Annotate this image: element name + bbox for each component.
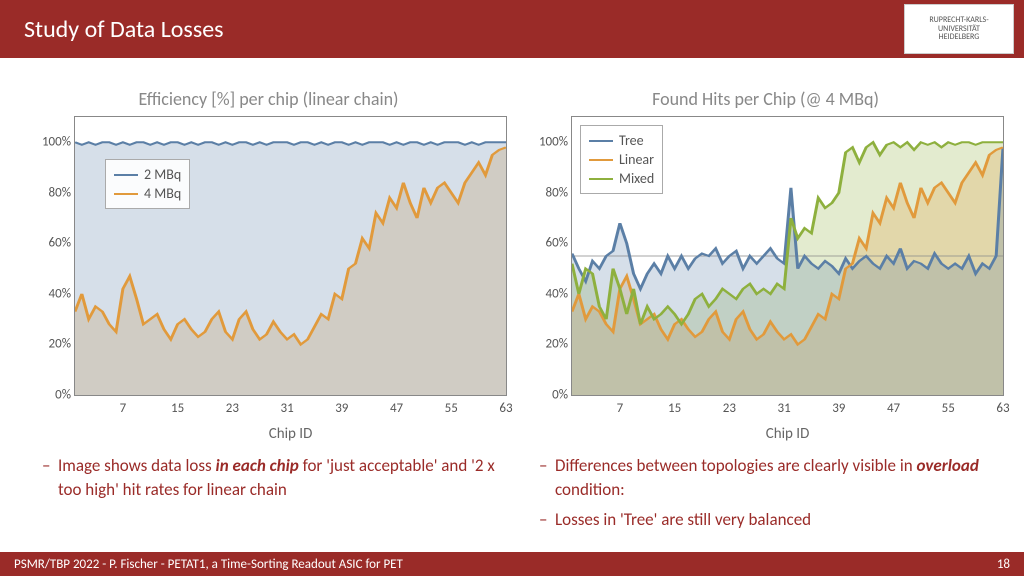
bullets-right: Differences between topologies are clear… <box>527 454 1004 531</box>
right-panel: Found Hits per Chip (@ 4 MBq) 0%20%40%60… <box>527 88 1004 537</box>
chart2-x-axis: 715233139475563 <box>572 401 1003 421</box>
footer-page: 18 <box>997 557 1010 572</box>
slide-footer: PSMR/TBP 2022 - P. Fischer - PETAT1, a T… <box>0 552 1024 576</box>
chart1-legend: 2 MBq4 MBq <box>105 159 190 209</box>
slide-header: Study of Data Losses RUPRECHT-KARLS- UNI… <box>0 0 1024 58</box>
chart2: 0%20%40%60%80%100% 715233139475563 Chip … <box>571 116 1004 396</box>
chart2-x-label: Chip ID <box>766 425 810 443</box>
chart1-x-axis: 715233139475563 <box>75 401 506 421</box>
chart1-title: Efficiency [%] per chip (linear chain) <box>30 88 507 110</box>
chart1-x-label: Chip ID <box>269 425 313 443</box>
footer-left: PSMR/TBP 2022 - P. Fischer - PETAT1, a T… <box>14 557 403 572</box>
chart1-y-axis: 0%20%40%60%80%100% <box>31 117 71 395</box>
chart2-title: Found Hits per Chip (@ 4 MBq) <box>527 88 1004 110</box>
left-panel: Efficiency [%] per chip (linear chain) 0… <box>30 88 507 537</box>
chart1: 0%20%40%60%80%100% 715233139475563 Chip … <box>74 116 507 396</box>
bullets-left: Image shows data loss in each chip for '… <box>30 454 507 502</box>
chart2-y-axis: 0%20%40%60%80%100% <box>528 117 568 395</box>
university-logo: RUPRECHT-KARLS- UNIVERSITÄT HEIDELBERG <box>904 4 1014 54</box>
page-title: Study of Data Losses <box>24 15 224 44</box>
chart2-legend: TreeLinearMixed <box>580 125 663 194</box>
uni-text: RUPRECHT-KARLS- UNIVERSITÄT HEIDELBERG <box>929 16 988 42</box>
content-area: Efficiency [%] per chip (linear chain) 0… <box>0 58 1024 547</box>
